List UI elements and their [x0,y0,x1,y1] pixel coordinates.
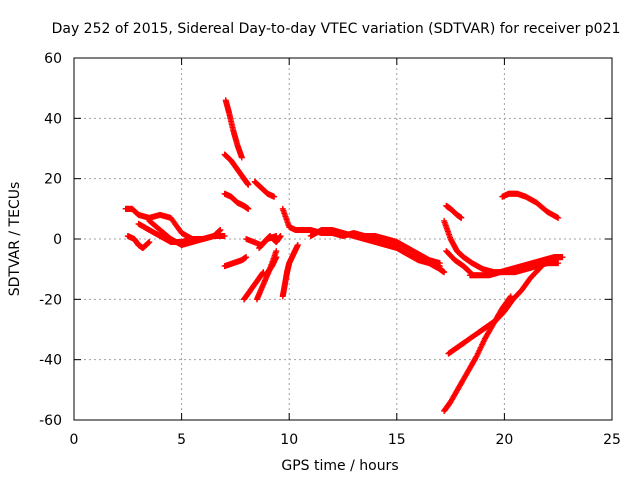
data-point [273,254,280,261]
data-point [245,181,252,188]
x-tick-label: 0 [70,432,79,448]
data-point [559,254,566,261]
data-point [441,269,448,276]
plot-frame [73,57,613,421]
x-tick-label: 20 [495,432,513,448]
data-point [436,260,443,267]
data-track [262,254,280,279]
data-track [443,248,473,276]
chart-title: Day 252 of 2015, Sidereal Day-to-day VTE… [52,21,621,37]
data-point [555,214,562,221]
data-point [277,232,284,239]
x-tick-label: 25 [603,432,621,448]
data-track [222,97,245,161]
data-track [340,229,448,276]
y-tick-label: 40 [44,111,62,127]
x-tick-label: 15 [388,432,406,448]
y-tick-label: -20 [39,292,62,308]
data-point [217,226,224,233]
data-point [221,232,228,239]
data-track [279,242,301,300]
data-track [243,232,284,249]
data-point [243,254,250,261]
axis-ticks: 0 5 10 15 20 25 -60 -40 -20 0 20 40 60 [39,51,621,448]
y-axis-label: SDTVAR / TECUs [7,182,23,297]
x-tick-label: 5 [177,432,186,448]
data-point [200,236,207,242]
data-track [135,220,228,246]
data-track [251,178,278,200]
data-point [294,242,301,249]
data-point [245,205,252,212]
y-tick-label: 60 [44,51,62,67]
data-point [458,214,465,221]
data-track [372,236,443,267]
x-tick-label: 10 [280,432,298,448]
x-axis-label: GPS time / hours [281,458,398,474]
y-tick-label: -60 [39,413,62,429]
data-track [441,293,514,414]
y-tick-label: -40 [39,353,62,369]
data-track [221,254,250,270]
y-tick-label: 20 [44,172,62,188]
data-point [507,294,514,301]
data-point [555,260,562,267]
data-track [124,232,153,252]
data-point [271,193,278,200]
data-point [507,293,514,300]
data-track [221,151,252,188]
data-point [146,239,153,246]
data-track [221,190,252,212]
y-tick-label: 0 [53,232,62,248]
data-point [273,248,280,255]
data-track [146,217,207,249]
data-point [238,154,245,161]
grid-lines [74,58,612,420]
data-track [499,190,562,221]
data-points [122,97,566,414]
data-track [443,202,465,221]
data-track [307,226,346,239]
